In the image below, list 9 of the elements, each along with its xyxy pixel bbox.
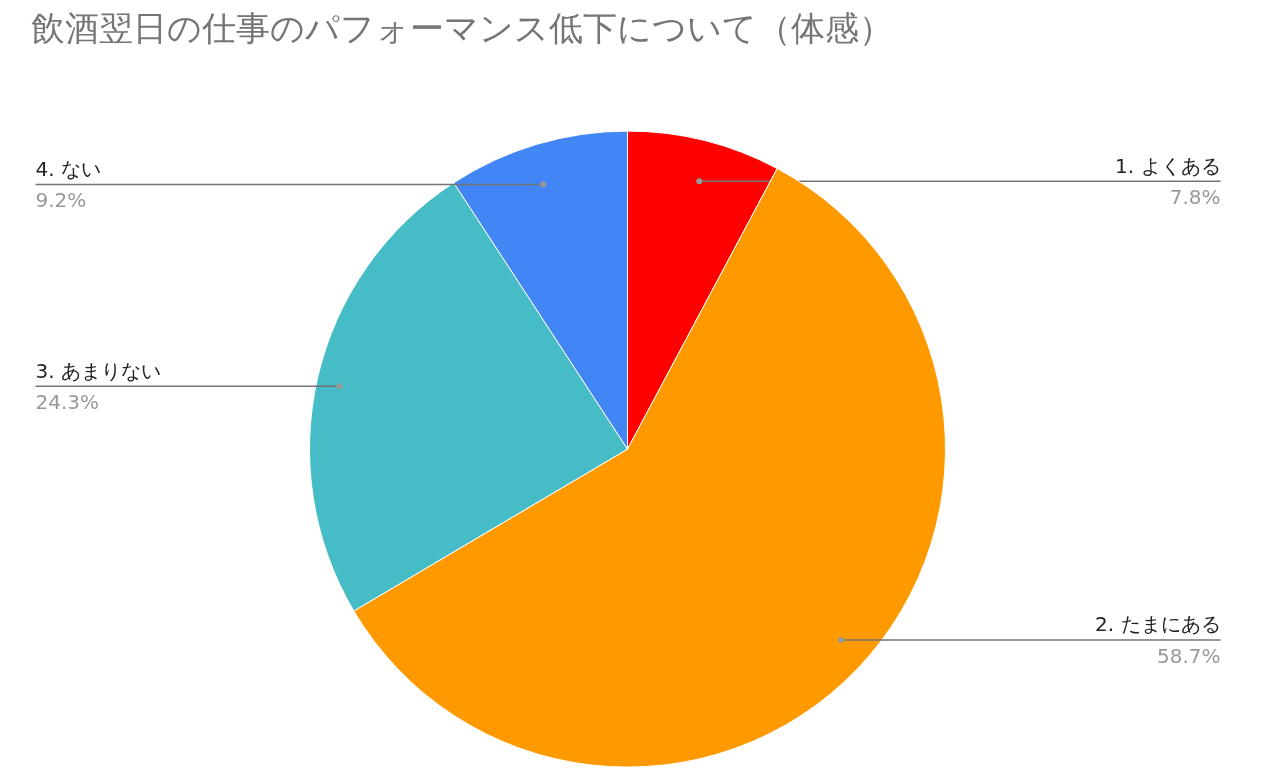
slice-label: 3. あまりない	[35, 358, 161, 383]
data-label: 7.8%	[1169, 185, 1221, 210]
slice-label: 4. ない	[35, 156, 101, 181]
slice-label: 1. よくある	[1115, 153, 1221, 178]
data-label: 58.7%	[1156, 643, 1221, 668]
chart-title: 飲酒翌日の仕事のパフォーマンス低下について（体感）	[30, 7, 893, 48]
data-label: 9.2%	[35, 188, 87, 213]
data-label: 24.3%	[35, 390, 100, 415]
slice-label: 2. たまにある	[1095, 612, 1221, 637]
